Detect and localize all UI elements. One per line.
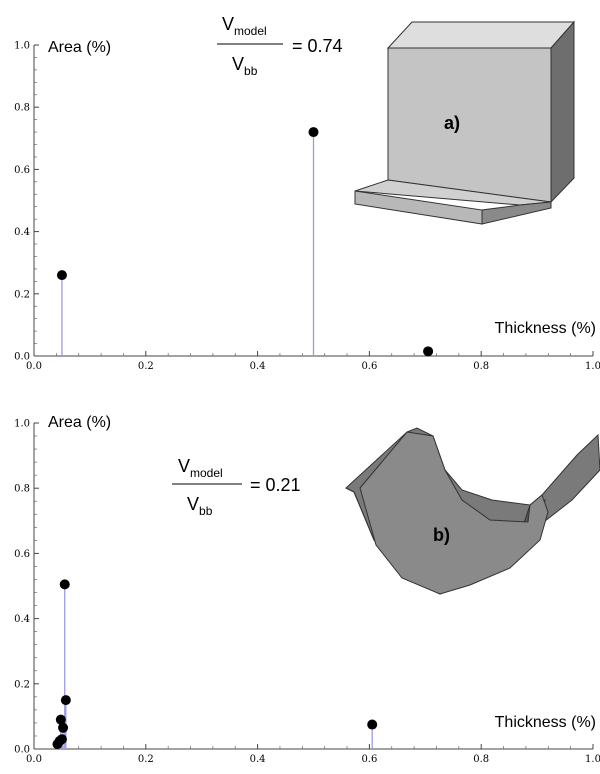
ticks-b: 0.0 0.2 0.4 0.6 0.8 1.0 0.0 0.2 0.4 0.6 0.8 1.0 xyxy=(14,419,600,766)
data-point xyxy=(308,127,319,138)
ratio-numerator-sub: model xyxy=(190,466,223,480)
panel-a: 0.0 0.2 0.4 0.6 0.8 1.0 0.0 0.2 0.4 0.6 0.8 1.0 Are… xyxy=(14,14,600,372)
y-tick-label: 0.6 xyxy=(14,549,30,560)
ratio-denominator-sub: bb xyxy=(199,504,213,518)
data-point xyxy=(60,695,71,706)
x-tick-label: 0.4 xyxy=(250,361,266,372)
x-tick-label: 0.6 xyxy=(361,361,377,372)
y-tick-label: 0.0 xyxy=(14,745,30,756)
y-tick-label: 1.0 xyxy=(14,419,30,430)
stems-b xyxy=(56,584,373,749)
y-tick-label: 0.2 xyxy=(14,679,30,690)
data-point xyxy=(423,346,434,357)
y-tick-label: 0.4 xyxy=(14,614,30,625)
part-label-b: b) xyxy=(433,525,450,545)
svg-text:Vbb: Vbb xyxy=(232,54,258,78)
x-tick-label: 1.0 xyxy=(585,754,600,765)
x-tick-label: 0.8 xyxy=(473,754,489,765)
x-tick-label: 0.4 xyxy=(250,754,266,765)
y-tick-label: 0.8 xyxy=(14,484,30,495)
panel-b: 0.0 0.2 0.4 0.6 0.8 1.0 0.0 0.2 0.4 0.6 0.8 1.0 Are… xyxy=(14,414,600,765)
ratio-numerator: V xyxy=(222,14,234,34)
part-label-a: a) xyxy=(444,113,460,133)
y-tick-label: 0.8 xyxy=(14,103,30,114)
y-tick-label: 0.2 xyxy=(14,289,30,300)
data-point xyxy=(55,714,66,725)
ratio-value: = 0.74 xyxy=(292,36,343,56)
part-a-illustration: a) xyxy=(354,20,576,225)
x-axis-label: Thickness (%) xyxy=(495,320,596,337)
x-tick-label: 0.8 xyxy=(473,361,489,372)
x-tick-label: 0.2 xyxy=(138,361,154,372)
data-point xyxy=(367,719,378,730)
stems-a xyxy=(61,132,429,356)
data-point xyxy=(58,722,69,733)
data-point xyxy=(56,270,67,281)
x-tick-label: 0.0 xyxy=(26,361,42,372)
svg-text:Vbb: Vbb xyxy=(187,494,213,518)
y-tick-label: 0.0 xyxy=(14,352,30,363)
ratio-numerator: V xyxy=(178,456,190,476)
points-a xyxy=(56,127,434,357)
ratio-numerator-sub: model xyxy=(234,24,267,38)
x-tick-label: 0.0 xyxy=(26,754,42,765)
volume-ratio-annotation-a: Vmodel Vbb = 0.74 xyxy=(217,14,343,78)
y-axis-label: Area (%) xyxy=(48,39,111,56)
x-tick-label: 1.0 xyxy=(585,361,600,372)
part-b-illustration: b) xyxy=(345,427,600,595)
x-axis-label: Thickness (%) xyxy=(495,714,596,731)
y-tick-label: 0.6 xyxy=(14,165,30,176)
y-axis-label: Area (%) xyxy=(48,414,111,431)
ratio-denominator-sub: bb xyxy=(244,64,258,78)
ratio-value: = 0.21 xyxy=(250,475,301,495)
ticks-a: 0.0 0.2 0.4 0.6 0.8 1.0 0.0 0.2 0.4 0.6 0.8 1.0 xyxy=(14,41,600,373)
svg-text:Vmodel: Vmodel xyxy=(222,14,267,38)
y-tick-label: 0.4 xyxy=(14,227,30,238)
svg-text:Vmodel: Vmodel xyxy=(178,456,223,480)
ratio-denominator: V xyxy=(187,494,199,514)
data-point xyxy=(56,734,67,745)
points-b xyxy=(52,579,378,750)
x-tick-label: 0.6 xyxy=(361,754,377,765)
x-tick-label: 0.2 xyxy=(138,754,154,765)
ratio-denominator: V xyxy=(232,54,244,74)
axes-b xyxy=(33,423,593,750)
volume-ratio-annotation-b: Vmodel Vbb = 0.21 xyxy=(172,456,301,518)
y-tick-label: 1.0 xyxy=(14,41,30,52)
data-point xyxy=(59,579,70,590)
